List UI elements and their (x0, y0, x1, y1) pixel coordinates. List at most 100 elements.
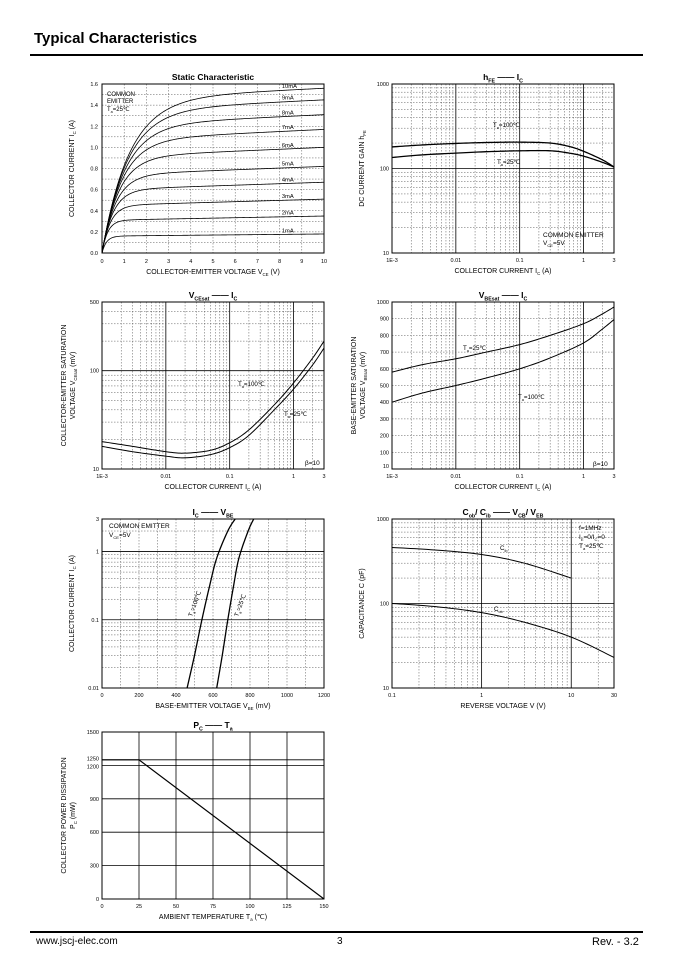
footer-rule (30, 931, 643, 933)
series-line-5mA (101, 165, 325, 254)
x-tick-label: 4 (189, 259, 192, 265)
x-tick-label: 1 (123, 259, 126, 265)
x-tick-label: 1E-3 (96, 474, 108, 480)
static-plot-frame (101, 83, 325, 254)
series-line-Cib (391, 547, 572, 579)
chart-vcesat: 1E-3 0.01 0.1 1 3 10 100 500 VCEsat —— IC COLLECT… (61, 290, 326, 493)
x-tick-label: 0 (100, 904, 103, 910)
series-label-1mA: 1mA (282, 228, 294, 234)
x-tick-label: 10 (321, 259, 327, 265)
series-label-5mA: 5mA (282, 162, 294, 168)
series-line-9mA (101, 99, 325, 254)
series-label-10mA: 10mA (282, 84, 297, 90)
y-tick-label: 1 (96, 550, 99, 556)
x-tick-label: 50 (173, 904, 179, 910)
y-tick-label: 300 (380, 417, 389, 423)
x-tick-label: 800 (245, 693, 254, 699)
x-tick-label: 3 (612, 474, 615, 480)
x-axis-label: BASE-EMITTER VOLTAGE VBE (mV) (155, 703, 270, 712)
y-tick-label: 0.8 (90, 167, 98, 173)
x-tick-label: 1000 (281, 693, 293, 699)
x-tick-label: 0.1 (226, 474, 234, 480)
vcesat-plot-frame (101, 301, 325, 470)
x-tick-label: 1 (582, 258, 585, 264)
y-tick-label: 700 (380, 350, 389, 356)
y-tick-label: 1.0 (90, 145, 98, 151)
annotation-vce: VCE=5V (109, 532, 131, 540)
x-tick-label: 3 (612, 258, 615, 264)
series-label-7mA: 7mA (282, 125, 294, 131)
series-label: Ta=25℃ (497, 159, 520, 167)
x-axis-label: COLLECTOR CURRENT IC (A) (164, 484, 261, 493)
series-label-9mA: 9mA (282, 96, 294, 102)
y-tick-label: 1000 (377, 300, 389, 306)
x-tick-label: 0.1 (516, 258, 524, 264)
y-tick-label: 0.2 (90, 230, 98, 236)
series-label: Ta=25℃ (463, 345, 486, 353)
series-label-2mA: 2mA (282, 211, 294, 217)
x-tick-label: 1 (480, 693, 483, 699)
y-tick-label: 3 (96, 517, 99, 523)
x-tick-label: 30 (611, 693, 617, 699)
chart-pcta: 0 25 50 75 100 125 1500300600900120012501500PC… (61, 720, 329, 922)
y-tick-label: 0.0 (90, 251, 98, 257)
y-tick-label: 100 (90, 369, 99, 375)
y-tick-label: 0.6 (90, 188, 98, 194)
x-axis-label: REVERSE VOLTAGE V (V) (460, 703, 545, 710)
x-tick-label: 1E-3 (386, 258, 398, 264)
y-axis-label: COLLECTOR CURRENT IC (A) (69, 555, 78, 652)
x-tick-label: 7 (256, 259, 259, 265)
x-tick-label: 0 (100, 693, 103, 699)
y-tick-label: 600 (380, 367, 389, 373)
y-axis-label-line1: COLLECTOR-EMITTER SATURATION (61, 325, 68, 447)
x-tick-label: 6 (234, 259, 237, 265)
series-label-4mA: 4mA (282, 177, 294, 183)
series-label: Ta=100℃ (518, 394, 545, 402)
series-line-3mA (101, 198, 325, 254)
chart-title: IC —— VBE (193, 507, 234, 520)
x-tick-label: 400 (171, 693, 180, 699)
x-tick-label: 125 (282, 904, 291, 910)
series-line-T=100℃ (186, 518, 236, 689)
y-tick-label: 100 (380, 602, 389, 608)
chart-title: Static Characteristic (172, 72, 254, 82)
y-axis-label-line1: COLLECTOR POWER DISSIPATION (61, 757, 68, 873)
annotation-frequency: f=1MHz (579, 525, 602, 532)
chart-title: PC —— Ta (193, 720, 232, 733)
x-tick-label: 8 (278, 259, 281, 265)
x-tick-label: 0.01 (450, 474, 461, 480)
annotation-bias: IE=0/IC=0 (579, 534, 605, 542)
series-line-T=100℃ (391, 141, 615, 168)
header-rule (30, 54, 643, 56)
x-axis-label: COLLECTOR CURRENT IC (A) (454, 268, 551, 277)
footer-website[interactable]: www.jscj-elec.com (36, 936, 118, 947)
y-tick-label: 900 (90, 797, 99, 803)
chart-vbesat: 1E-3 0.01 0.1 1 3 10 100 200 300 400 500 600 700 800 9… (351, 290, 616, 492)
vbesat-plot-frame (391, 301, 615, 470)
y-axis-label: DC CURRENT GAIN hFE (359, 130, 367, 207)
annotation-vce: VCE=5V (543, 240, 565, 248)
footer-revision: Rev. - 3.2 (592, 936, 639, 948)
chart-hfe: 1E-3 0.01 0.1 1 3 10 100 1000 hFE —— IC COLLECTOR… (359, 72, 616, 277)
series-label-8mA: 8mA (282, 110, 294, 116)
series-line-Pc (102, 759, 325, 900)
annotation-beta: β=10 (305, 460, 320, 467)
series-line-2mA (101, 215, 325, 254)
hfe-plot-frame (391, 83, 615, 254)
annotation-emitter: EMITTER (107, 99, 134, 105)
y-axis-label: CAPACITANCE C (pF) (359, 568, 366, 639)
x-tick-label: 3 (322, 474, 325, 480)
y-tick-label: 1.4 (90, 103, 98, 109)
series-line-T=25℃ (391, 149, 615, 168)
x-tick-label: 75 (210, 904, 216, 910)
y-tick-label: 10 (383, 686, 389, 692)
chart-title: hFE —— IC (483, 72, 523, 85)
series-label: Cob (494, 606, 503, 614)
x-tick-label: 1E-3 (386, 474, 398, 480)
annotation-common-emitter: COMMON EMITTER (543, 232, 604, 239)
x-tick-label: 150 (319, 904, 328, 910)
annotation-common: COMMON (107, 92, 135, 98)
y-tick-label: 500 (90, 300, 99, 306)
y-tick-label: 1250 (87, 756, 99, 762)
